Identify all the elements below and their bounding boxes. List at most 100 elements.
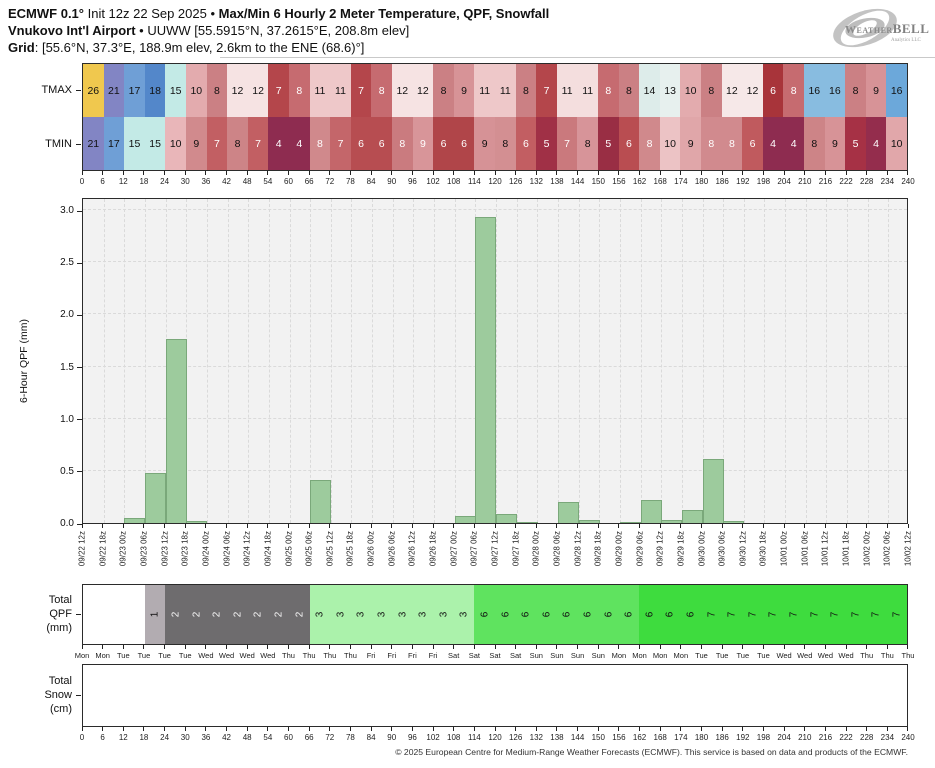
hour-tick [845, 727, 847, 731]
hour-tick-label: 204 [777, 733, 791, 742]
tmax-cell: 11 [577, 64, 598, 117]
tmin-row: 21 17 15 15 10 9 7 8 7 4 4 8 7 6 6 8 9 6 6 9 8 6 5 7 8 5 6 8 10 9 8 8 6 4… [83, 117, 907, 170]
datetime-tick-label: 09/25 12z [325, 531, 335, 567]
tmin-cell: 4 [268, 117, 289, 170]
qpf-x-tick [866, 524, 868, 528]
qpf-x-tick [184, 524, 186, 528]
hour-tick-label: 0 [79, 733, 85, 742]
hour-tick-label: 168 [653, 177, 667, 186]
hour-tick-label: 168 [653, 733, 667, 742]
datetime-tick-label: 10/01 12z [820, 531, 830, 567]
hour-tick [246, 171, 248, 175]
qpf-gridline-v [743, 199, 745, 523]
total-qpf-cell: 3 [453, 585, 475, 644]
hour-tick-label: 60 [284, 733, 293, 742]
datetime-tick-label: 09/30 12z [738, 531, 748, 567]
hour-tick-label: 96 [407, 733, 417, 742]
tmax-tick [76, 90, 81, 91]
hour-tick-label: 138 [550, 177, 564, 186]
hour-tick-label: 36 [201, 733, 211, 742]
hour-tick [288, 171, 289, 175]
day-tick [680, 645, 682, 649]
total-qpf-cell: 3 [309, 585, 331, 644]
qpf-gridline-v [661, 199, 663, 523]
qpf-gridline-v [619, 199, 621, 523]
qpf-x-tick [845, 524, 847, 528]
qpf-x-tick [597, 524, 599, 528]
total-qpf-cell: 7 [721, 585, 743, 644]
tmin-cell: 9 [412, 117, 434, 170]
tmin-cell: 6 [618, 117, 640, 170]
day-tick [701, 645, 702, 649]
qpf-x-tick [639, 524, 641, 528]
hour-tick-label: 186 [715, 733, 729, 742]
datetime-tick-label: 09/26 06z [387, 531, 397, 567]
day-axis: Mon Mon Tue Tue Tue Tue Wed Wed Wed Wed Thu Thu Thu T… [75, 645, 914, 663]
qpf-gridline-v [206, 199, 208, 523]
hour-tick [577, 727, 579, 731]
hour-tick-label: 234 [880, 177, 895, 186]
datetime-tick-label: 09/28 18z [593, 531, 603, 567]
hour-tick [639, 727, 641, 731]
datetime-tick-label: 10/02 12z [903, 531, 913, 567]
tmax-row: 26 21 17 18 15 10 8 12 12 7 8 11 11 7 8 12 12 8 9 11 11 8 7 11 1… [83, 64, 907, 117]
hour-tick-label: 162 [632, 177, 647, 186]
hour-tick-label: 102 [426, 177, 440, 186]
hour-tick-label: 114 [467, 177, 481, 186]
qpf-y-tick-label: 0.5 [60, 465, 74, 477]
total-qpf-cell: 7 [783, 585, 804, 644]
tmax-cell: 14 [639, 64, 660, 117]
hour-tick-label: 162 [632, 733, 647, 742]
hour-tick-label: 66 [304, 177, 314, 186]
day-tick-label: Thu [302, 651, 316, 660]
qpf-bar [165, 339, 187, 523]
qpf-x-tick [143, 524, 145, 528]
total-qpf-value: 6 [602, 611, 614, 618]
qpf-y-tick-label: 1.0 [60, 413, 74, 425]
hour-tick-label: 216 [818, 177, 833, 186]
hour-tick [391, 727, 393, 731]
tmin-cell: 17 [103, 117, 125, 170]
qpf-gridline-v [702, 199, 704, 523]
hour-tick [473, 171, 475, 175]
hour-tick-label: 48 [242, 177, 252, 186]
qpf-x-tick [308, 524, 310, 528]
qpf-gridline-v [372, 199, 374, 523]
tmax-cell: 16 [824, 64, 846, 117]
qpf-x-tick [246, 524, 248, 528]
hour-tick [82, 727, 83, 731]
total-qpf-cell: 6 [618, 585, 640, 644]
day-tick [804, 645, 806, 649]
hour-tick-label: 18 [139, 177, 149, 186]
day-tick-label: Mon [673, 651, 689, 660]
hour-tick-label: 156 [612, 177, 626, 186]
datetime-tick-label: 09/25 06z [304, 531, 314, 567]
datetime-tick-label: 09/29 18z [676, 531, 686, 567]
hour-tick-label: 0 [79, 177, 85, 186]
datetime-tick-label: 09/27 12z [490, 531, 500, 567]
hour-tick-label: 54 [263, 733, 273, 742]
total-qpf-value: 6 [623, 611, 635, 618]
hour-tick [143, 171, 145, 175]
qpf-gridline-v [144, 199, 146, 523]
hour-tick [886, 727, 888, 731]
qpf-gridline-v [805, 199, 807, 523]
hurricane-swirl-icon: WeatherBELL Analytics LLC [833, 8, 929, 48]
qpf-bar [310, 480, 332, 523]
day-tick-label: Sat [448, 651, 460, 660]
hour-tick [453, 727, 455, 731]
hour-tick-label: 150 [591, 733, 605, 742]
total-qpf-value: 7 [870, 611, 882, 618]
qpf-x-tick [659, 524, 661, 528]
day-tick-label: Thu [860, 651, 874, 660]
datetime-tick-label: 09/23 06z [139, 531, 149, 567]
day-tick-label: Tue [178, 651, 192, 660]
hour-tick [432, 727, 434, 731]
total-snow-strip [82, 664, 908, 727]
total-qpf-value: 3 [417, 611, 429, 618]
day-tick-label: Thu [343, 651, 357, 660]
qpf-bar [557, 502, 580, 523]
tmin-cell: 7 [247, 117, 269, 170]
day-tick [473, 645, 475, 649]
tmax-cell: 7 [268, 64, 289, 117]
